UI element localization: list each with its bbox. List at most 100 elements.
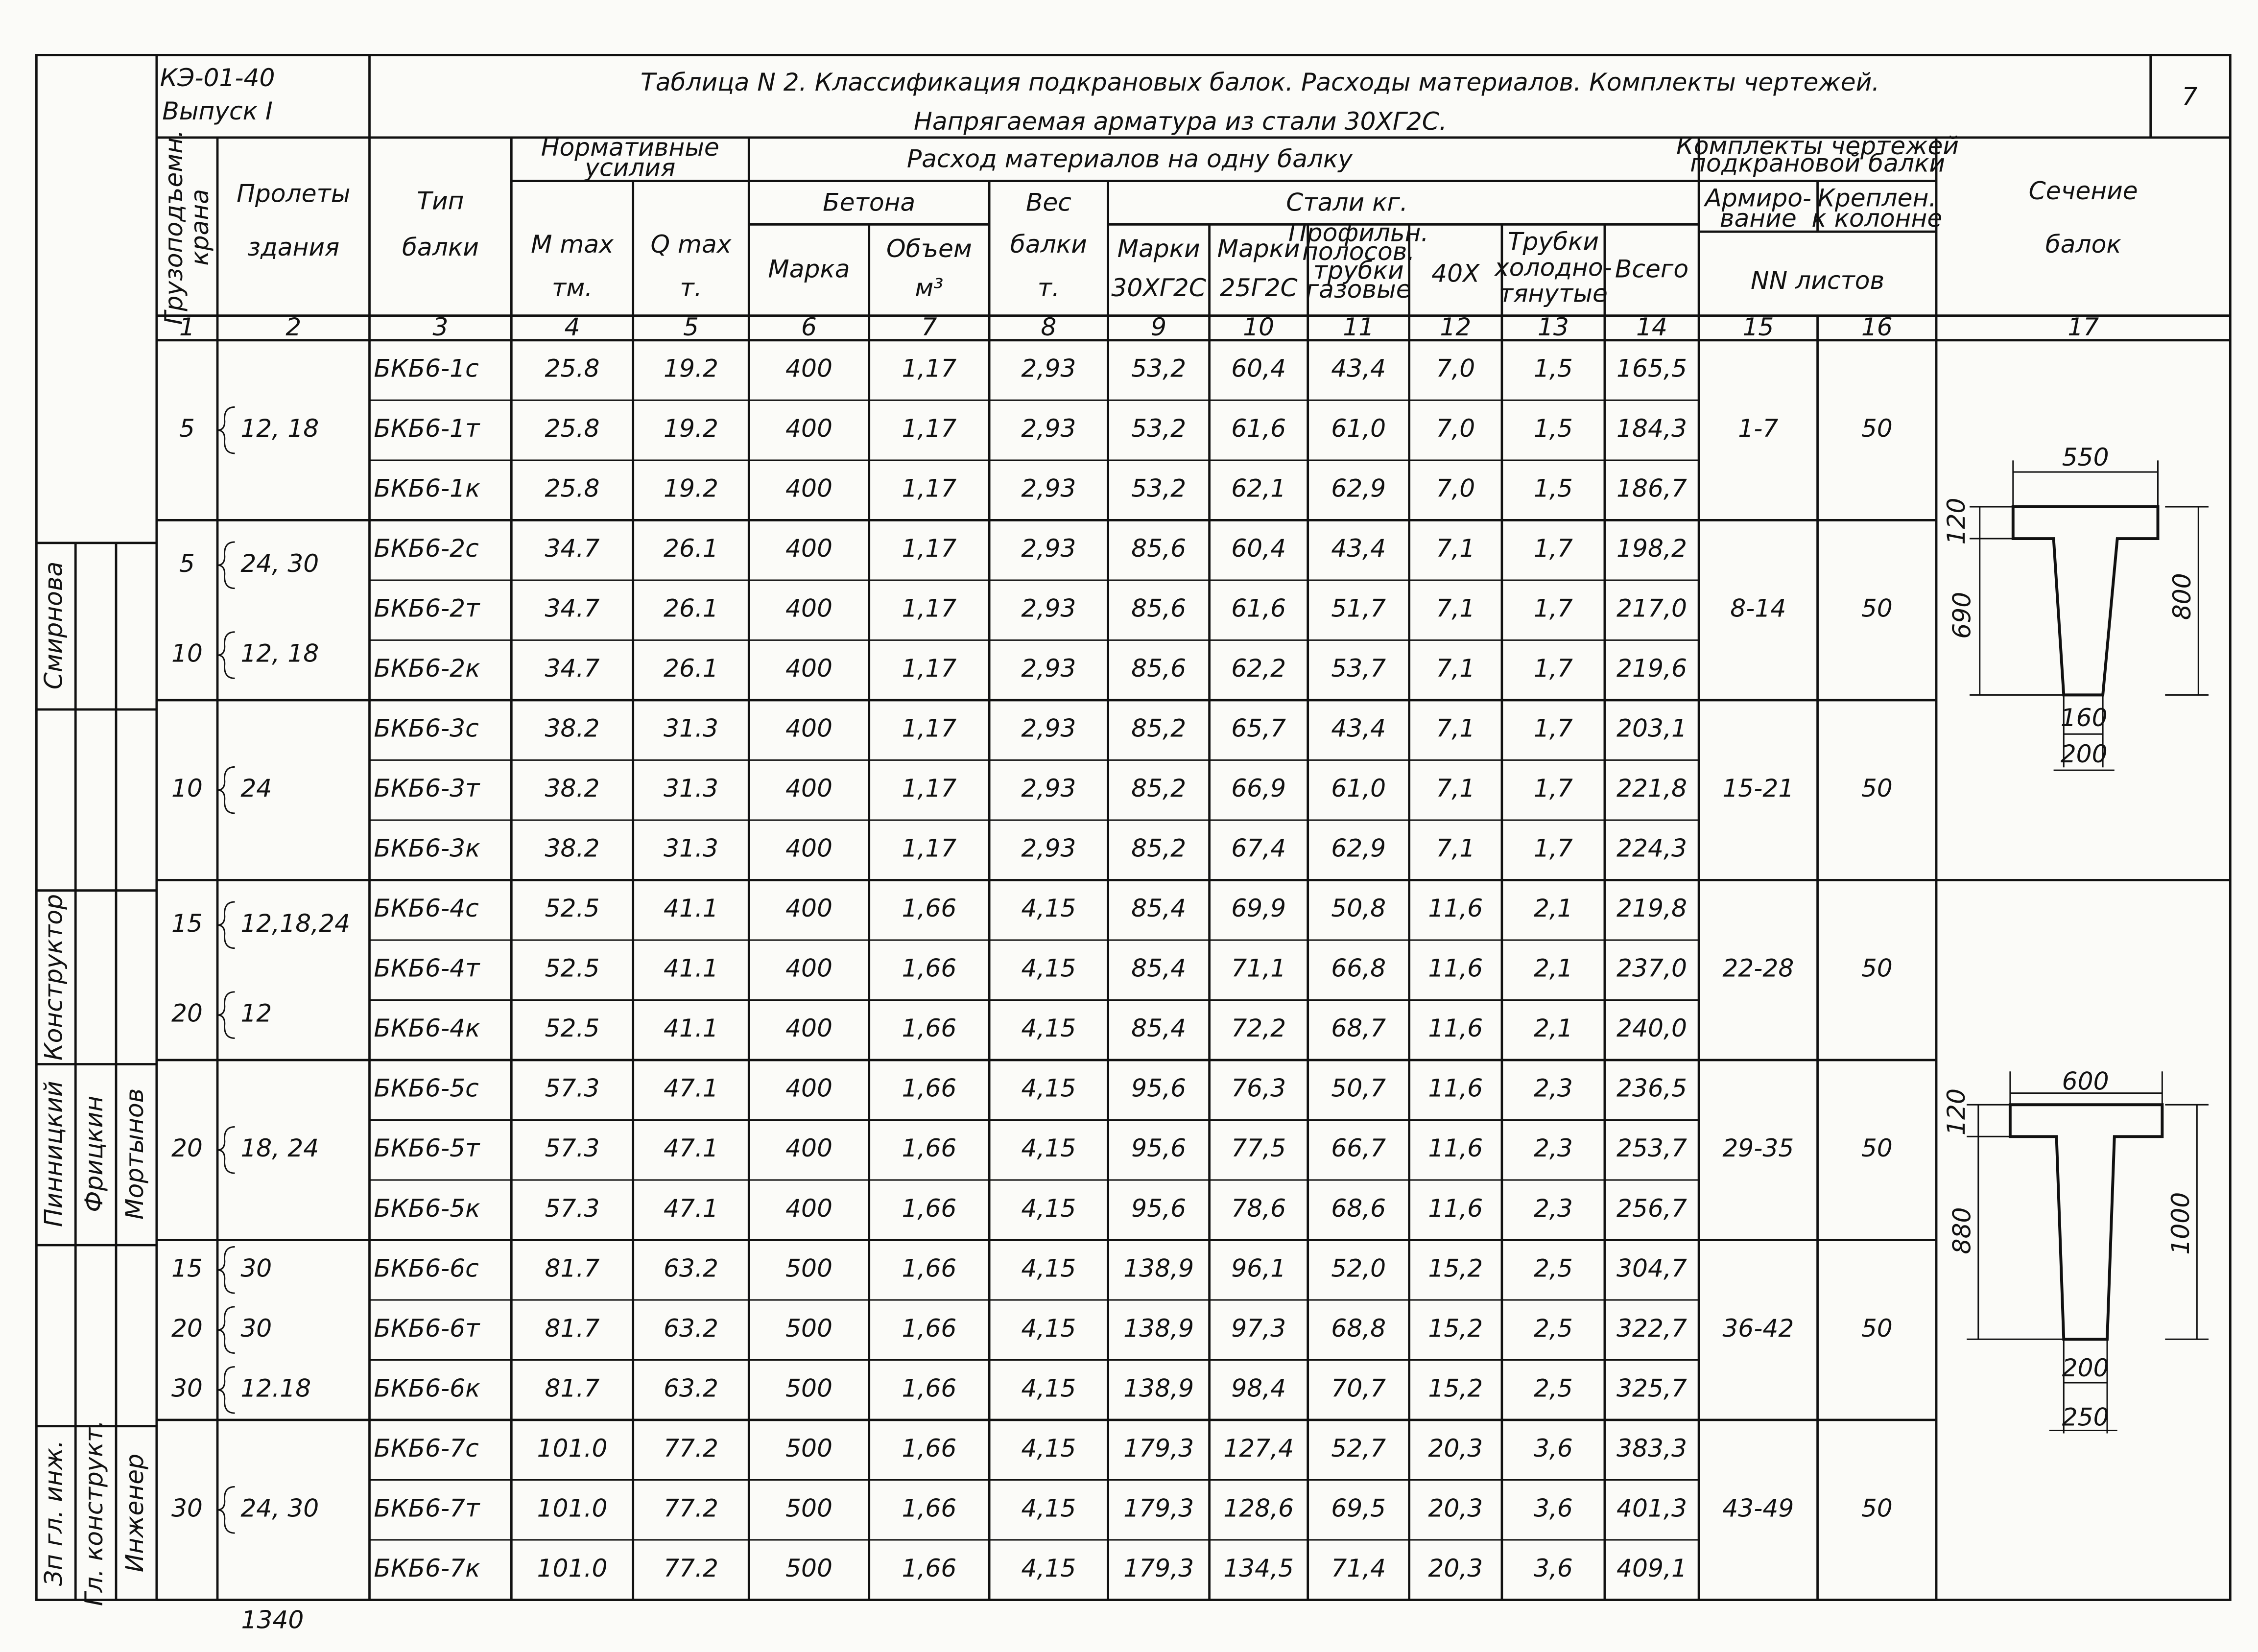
cell: 138,9 [1123, 1253, 1194, 1282]
cell: 2,93 [1021, 714, 1076, 743]
cell: БКБ6-2с [374, 534, 478, 563]
cell: 1,17 [902, 594, 956, 623]
cell: 47.1 [664, 1133, 718, 1162]
cell: 81.7 [545, 1253, 600, 1282]
sheet-numbers: 36-42 [1722, 1314, 1794, 1343]
cell: 184,3 [1616, 414, 1687, 443]
cell: 69,5 [1331, 1493, 1386, 1522]
cell: 2,93 [1021, 534, 1076, 563]
cell: 4,15 [1021, 1194, 1076, 1223]
cell: 38.2 [545, 774, 600, 802]
cell: 66,7 [1331, 1133, 1386, 1162]
cell: 304,7 [1616, 1253, 1687, 1282]
cell: 400 [785, 654, 832, 683]
column-header: Объем [886, 234, 972, 263]
building-spans: 12,18,24 [240, 909, 350, 938]
column-number: 5 [683, 312, 699, 341]
cell: 400 [785, 834, 832, 863]
signature-name: Пинницкий [39, 1081, 68, 1227]
sheet-numbers: 15-21 [1722, 774, 1794, 802]
cell: 3,6 [1534, 1554, 1573, 1582]
cell: 4,15 [1021, 1014, 1076, 1042]
column-header: Армиро- [1704, 184, 1812, 212]
cell: 53,2 [1131, 474, 1186, 503]
cell: 1,7 [1534, 654, 1573, 683]
cell: 2,93 [1021, 474, 1076, 503]
cell: 1,5 [1534, 354, 1573, 383]
crane-capacity: 30 [171, 1493, 203, 1522]
column-header: балки [402, 233, 479, 261]
cell: БКБ6-6т [374, 1314, 480, 1343]
signature-name: Смирнова [39, 562, 68, 690]
cell: 61,6 [1231, 414, 1286, 443]
section-drawing [1967, 1071, 2209, 1434]
cell: 72,2 [1231, 1014, 1286, 1042]
cell: 7,0 [1436, 414, 1475, 443]
column-number: 13 [1538, 312, 1569, 341]
cell: 400 [785, 474, 832, 503]
cell: 85,4 [1131, 894, 1186, 922]
cell: 2,3 [1534, 1074, 1573, 1103]
cell: 4,15 [1021, 1493, 1076, 1522]
cell: 1,66 [902, 1373, 956, 1402]
cell: 31.3 [664, 774, 718, 802]
cell: БКБ6-4к [374, 1014, 480, 1042]
cell: 7,1 [1436, 834, 1475, 863]
cell: 400 [785, 774, 832, 802]
cell: БКБ6-7к [374, 1554, 480, 1582]
cell: 1,7 [1534, 714, 1573, 743]
sheet-numbers: 29-35 [1722, 1133, 1794, 1162]
cell: 43,4 [1331, 714, 1386, 743]
cell: 15,2 [1428, 1373, 1483, 1402]
column-number: 8 [1041, 312, 1056, 341]
cell: 1,66 [902, 894, 956, 922]
cell: 400 [785, 534, 832, 563]
cell: 70,7 [1331, 1373, 1386, 1402]
cell: 179,3 [1123, 1493, 1194, 1522]
cell: 1,17 [902, 534, 956, 563]
cell: 383,3 [1616, 1434, 1687, 1463]
cell: 20,3 [1428, 1434, 1483, 1463]
cell: БКБ6-6с [374, 1253, 478, 1282]
cell: 63.2 [664, 1314, 718, 1343]
column-number: 9 [1151, 312, 1166, 341]
cell: БКБ6-4с [374, 894, 478, 922]
cell: 1,66 [902, 1014, 956, 1042]
cell: 71,1 [1231, 954, 1286, 983]
cell: 52.5 [545, 954, 600, 983]
cell: 34.7 [545, 654, 600, 683]
column-number: 14 [1636, 312, 1667, 341]
cell: 500 [785, 1554, 832, 1582]
dimension-label: 800 [2167, 573, 2196, 620]
column-number: 17 [2068, 312, 2099, 341]
cell: 85,6 [1131, 654, 1186, 683]
cell: 41.1 [664, 954, 718, 983]
cell: 500 [785, 1434, 832, 1463]
cell: 62,2 [1231, 654, 1286, 683]
building-spans: 12, 18 [240, 414, 319, 443]
cell: 43,4 [1331, 354, 1386, 383]
cell: 19.2 [664, 474, 718, 503]
cell: 47.1 [664, 1074, 718, 1103]
cell: 1,5 [1534, 474, 1573, 503]
cell: 2,93 [1021, 414, 1076, 443]
cell: 34.7 [545, 594, 600, 623]
column-number: 3 [432, 312, 448, 341]
sheet-numbers: 50 [1861, 594, 1893, 623]
cell: 95,6 [1131, 1194, 1186, 1223]
building-spans: 12, 18 [240, 639, 319, 668]
cell: 60,4 [1231, 534, 1286, 563]
column-header: тянутые [1499, 279, 1608, 308]
cell: 101.0 [537, 1434, 608, 1463]
cell: 221,8 [1616, 774, 1687, 802]
cell: 85,2 [1131, 714, 1186, 743]
cell: 217,0 [1616, 594, 1687, 623]
cell: 57.3 [545, 1133, 600, 1162]
column-header: Q max [650, 230, 732, 259]
column-header: усилия [584, 153, 675, 182]
cell: 31.3 [664, 714, 718, 743]
cell: 4,15 [1021, 1434, 1076, 1463]
sheet-numbers: 50 [1861, 1314, 1893, 1343]
column-header: Всего [1615, 254, 1688, 283]
column-number: 6 [801, 312, 817, 341]
